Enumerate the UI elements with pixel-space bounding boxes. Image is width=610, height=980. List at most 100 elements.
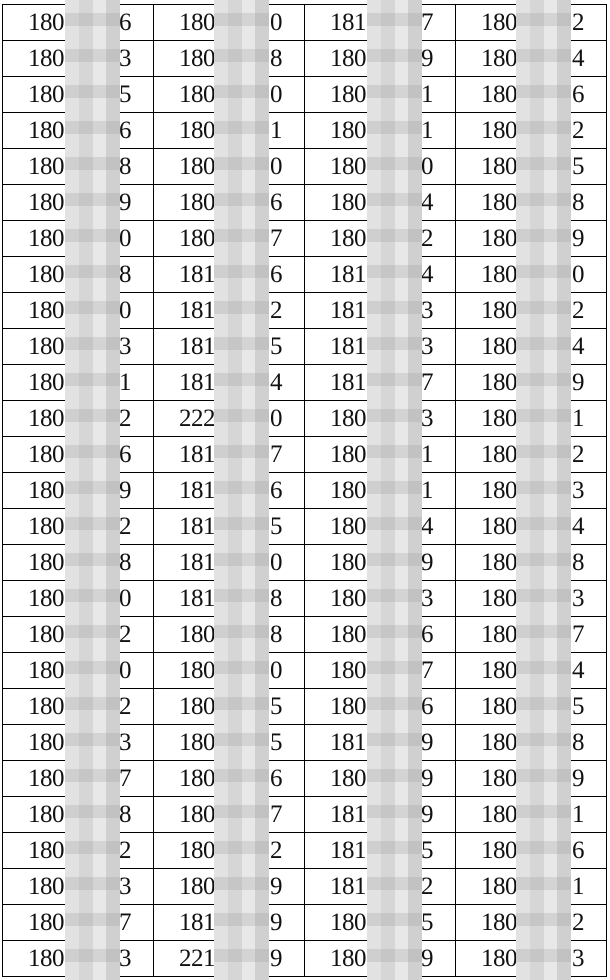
phone-last-digit: 9 [421, 765, 434, 792]
phone-number: 180 5 [481, 153, 585, 181]
phone-prefix: 180 [28, 81, 65, 108]
phone-number: 180 1 [481, 873, 585, 901]
phone-last-digit: 6 [119, 117, 132, 144]
phone-prefix: 180 [481, 441, 518, 468]
phone-last-digit: 6 [270, 189, 283, 216]
phone-number: 180 1 [28, 369, 132, 397]
redaction-mask [214, 0, 269, 980]
phone-number: 181 9 [330, 729, 434, 757]
phone-prefix: 180 [481, 117, 518, 144]
phone-prefix: 180 [481, 657, 518, 684]
phone-number: 180 7 [179, 801, 283, 829]
phone-prefix: 180 [481, 585, 518, 612]
phone-prefix: 180 [481, 297, 518, 324]
phone-prefix: 180 [330, 909, 367, 936]
phone-prefix: 180 [28, 693, 65, 720]
phone-last-digit: 8 [119, 261, 132, 288]
phone-prefix: 180 [179, 153, 216, 180]
phone-prefix: 181 [179, 369, 216, 396]
phone-last-digit: 6 [119, 441, 132, 468]
phone-number: 180 2 [28, 513, 132, 541]
phone-last-digit: 1 [119, 369, 132, 396]
phone-last-digit: 5 [572, 153, 585, 180]
phone-number: 180 4 [330, 189, 434, 217]
phone-number: 180 1 [330, 81, 434, 109]
phone-prefix: 181 [179, 909, 216, 936]
phone-number: 180 2 [179, 837, 283, 865]
phone-number: 180 8 [481, 729, 585, 757]
phone-number: 180 5 [330, 909, 434, 937]
phone-last-digit: 1 [421, 477, 434, 504]
phone-last-digit: 2 [270, 297, 283, 324]
phone-number: 180 6 [179, 765, 283, 793]
phone-number: 180 3 [330, 405, 434, 433]
phone-prefix: 180 [481, 81, 518, 108]
phone-last-digit: 0 [421, 153, 434, 180]
phone-prefix: 180 [179, 189, 216, 216]
phone-prefix: 181 [330, 369, 367, 396]
phone-prefix: 180 [330, 765, 367, 792]
phone-last-digit: 3 [119, 45, 132, 72]
phone-prefix: 180 [330, 81, 367, 108]
phone-last-digit: 1 [572, 873, 585, 900]
phone-prefix: 180 [28, 801, 65, 828]
phone-number: 180 0 [179, 81, 283, 109]
phone-number: 180 0 [28, 657, 132, 685]
phone-number: 180 8 [28, 549, 132, 577]
phone-prefix: 180 [28, 225, 65, 252]
phone-last-digit: 6 [270, 477, 283, 504]
phone-last-digit: 0 [270, 9, 283, 36]
phone-prefix: 180 [28, 945, 65, 972]
phone-prefix: 180 [481, 189, 518, 216]
phone-number: 181 7 [179, 441, 283, 469]
phone-number: 222 0 [179, 405, 283, 433]
redaction-mask [367, 0, 422, 980]
phone-prefix: 180 [481, 621, 518, 648]
phone-prefix: 222 [179, 405, 216, 432]
phone-last-digit: 8 [270, 621, 283, 648]
phone-prefix: 180 [330, 549, 367, 576]
phone-number: 180 9 [330, 945, 434, 973]
phone-prefix: 181 [179, 297, 216, 324]
phone-number: 180 6 [330, 621, 434, 649]
phone-last-digit: 4 [572, 45, 585, 72]
phone-prefix: 181 [330, 297, 367, 324]
phone-last-digit: 9 [421, 45, 434, 72]
phone-prefix: 181 [179, 477, 216, 504]
phone-number: 180 9 [481, 225, 585, 253]
phone-prefix: 180 [481, 909, 518, 936]
phone-last-digit: 2 [572, 117, 585, 144]
phone-number: 180 9 [28, 189, 132, 217]
phone-last-digit: 0 [572, 261, 585, 288]
phone-last-digit: 9 [421, 945, 434, 972]
phone-number: 180 6 [28, 441, 132, 469]
phone-prefix: 180 [28, 549, 65, 576]
phone-prefix: 181 [330, 873, 367, 900]
phone-number: 180 2 [330, 225, 434, 253]
phone-last-digit: 7 [572, 621, 585, 648]
phone-number: 180 7 [330, 657, 434, 685]
phone-prefix: 180 [28, 261, 65, 288]
phone-number: 180 0 [179, 153, 283, 181]
phone-last-digit: 6 [421, 693, 434, 720]
phone-number: 181 3 [330, 297, 434, 325]
phone-number: 180 3 [28, 45, 132, 73]
phone-last-digit: 6 [270, 765, 283, 792]
phone-last-digit: 9 [270, 945, 283, 972]
phone-number: 180 5 [28, 81, 132, 109]
phone-last-digit: 5 [270, 513, 283, 540]
phone-prefix: 180 [179, 621, 216, 648]
phone-number: 180 7 [28, 909, 132, 937]
phone-number: 181 5 [179, 333, 283, 361]
phone-last-digit: 3 [119, 729, 132, 756]
phone-last-digit: 0 [119, 297, 132, 324]
phone-prefix: 180 [28, 513, 65, 540]
phone-prefix: 180 [330, 657, 367, 684]
phone-last-digit: 0 [119, 225, 132, 252]
phone-number: 180 2 [481, 117, 585, 145]
phone-number: 181 7 [330, 9, 434, 37]
phone-prefix: 180 [481, 765, 518, 792]
phone-number: 180 5 [179, 729, 283, 757]
phone-prefix: 181 [330, 333, 367, 360]
phone-number: 180 3 [28, 333, 132, 361]
